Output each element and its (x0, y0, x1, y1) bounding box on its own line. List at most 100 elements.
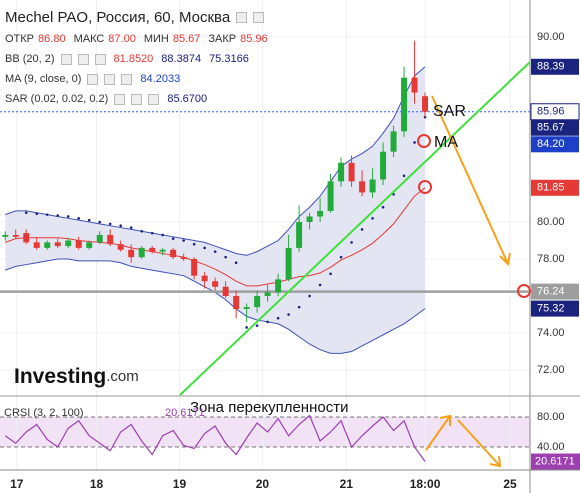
sar-dot (413, 141, 416, 144)
price-label: 85.96 (537, 106, 565, 118)
candle-body (2, 234, 9, 237)
sar-dot (171, 237, 175, 240)
annotation: SAR (433, 103, 466, 120)
y-tick-label: 80.00 (537, 216, 565, 228)
candle-body (264, 292, 271, 297)
sar-dot (182, 239, 185, 242)
price-label-box (531, 179, 579, 196)
icon[interactable] (121, 73, 133, 85)
sar-dot (129, 226, 133, 229)
y-tick-label: 90.00 (537, 31, 565, 43)
indicator-row: MA (9, close, 0) 84.2033 (5, 73, 180, 85)
sar-dot (245, 326, 248, 329)
sar-dot (77, 217, 81, 220)
candle-body (317, 210, 324, 217)
sar-dot (318, 283, 322, 287)
y-tick-label: 72.00 (537, 364, 565, 376)
oscillator-legend: CRSI (3, 2, 100) (4, 407, 83, 419)
ohlc-value: 85.67 (172, 33, 201, 45)
icon[interactable] (114, 93, 126, 105)
sar-dot (371, 217, 374, 220)
candle-body (233, 296, 240, 309)
icon[interactable] (253, 12, 265, 23)
candle-body (285, 247, 292, 280)
indicator-row: SAR (0.02, 0.02, 0.2) 85.6700 (5, 93, 207, 105)
candle-body (117, 244, 124, 250)
x-tick-label: 17 (10, 477, 24, 491)
candle-body (96, 234, 103, 243)
sar-dot (108, 222, 112, 226)
x-tick-label: 20 (256, 477, 270, 491)
indicator-value: 84.2033 (140, 73, 181, 85)
sar-dot (203, 246, 206, 250)
candle-body (44, 242, 51, 248)
candle-body (296, 222, 303, 248)
candle-body (369, 179, 376, 193)
sar-dot (24, 211, 28, 215)
x-tick-label: 18 (90, 477, 104, 491)
candle-body (149, 247, 156, 252)
price-label-box (531, 136, 579, 153)
candle-body (201, 275, 208, 282)
candle-body (380, 151, 387, 180)
icon[interactable] (236, 12, 248, 23)
icon[interactable] (87, 73, 99, 85)
candle-body (212, 281, 219, 287)
indicator-value: 81.8520 (113, 53, 154, 65)
price-label-box (531, 58, 579, 75)
candle-body (306, 216, 313, 223)
ohlc-name: ОТКР (5, 33, 35, 45)
candle-body (390, 131, 397, 152)
candle-body (159, 249, 166, 252)
x-tick-label: 25 (503, 477, 517, 491)
icon[interactable] (94, 53, 106, 65)
sar-dot (266, 320, 269, 324)
sar-dot (98, 220, 102, 224)
price-label: 75.32 (537, 303, 565, 315)
candle-body (191, 259, 198, 276)
indicator-name: BB (20, 2) (5, 53, 55, 65)
candle-body (401, 77, 408, 132)
candle-body (107, 234, 114, 245)
price-label: 88.39 (537, 61, 565, 73)
candle-body (254, 296, 261, 308)
watermark-text: .com (106, 368, 139, 385)
icon[interactable] (77, 53, 89, 65)
sar-dot (308, 294, 311, 298)
price-label-box (531, 300, 579, 317)
indicator-value: 85.6700 (167, 93, 208, 105)
watermark-text: Investing (14, 365, 106, 388)
band-fill (0, 417, 530, 447)
sar-dot (140, 229, 143, 233)
candle-body (275, 279, 282, 293)
x-tick-label: 21 (340, 477, 354, 491)
price-label: 76.24 (537, 285, 565, 297)
sar-dot (276, 316, 280, 320)
icon[interactable] (148, 93, 160, 105)
annotation: Зона перекупленности (190, 399, 348, 416)
ohlc-row: ОТКР 86.80 МАКС 87.00 МИН 85.67 ЗАКР 85.96 (5, 33, 272, 45)
sar-dot (234, 261, 238, 265)
candle-body (243, 307, 250, 309)
candle-body (170, 249, 177, 258)
trend-line (179, 61, 531, 396)
candle-body (75, 240, 82, 248)
sar-dot (66, 215, 70, 218)
y-tick-label: 40.00 (537, 441, 565, 453)
icon[interactable] (60, 53, 72, 65)
arrow (425, 414, 451, 451)
icon[interactable] (131, 93, 143, 105)
y-tick-label: 80.00 (537, 411, 565, 423)
sar-dot (45, 213, 49, 216)
oscillator-readout: 20.6171 (165, 407, 205, 419)
sar-dot (402, 174, 406, 178)
candle-body (411, 77, 418, 93)
y-tick-label: 74.00 (537, 327, 565, 339)
sar-dot (87, 218, 91, 222)
candle-body (338, 162, 345, 182)
price-label: 81.85 (537, 182, 565, 194)
candle-body (359, 181, 366, 193)
icon[interactable] (104, 73, 116, 85)
sar-dot (297, 305, 301, 309)
candle-body (65, 240, 72, 247)
